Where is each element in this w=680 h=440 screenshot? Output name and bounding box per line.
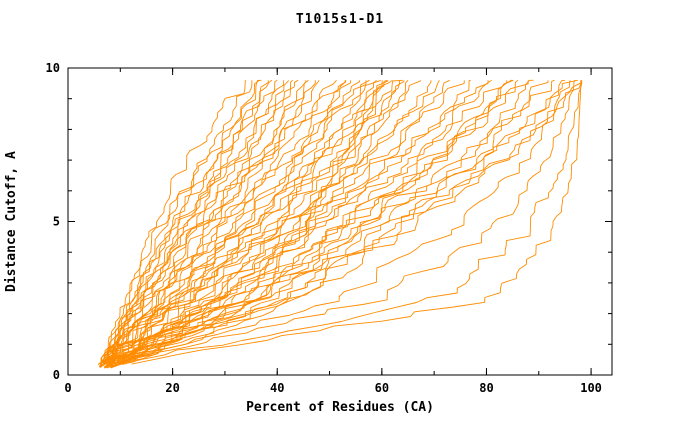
model-curve [100,80,352,364]
model-curve [119,79,450,364]
model-curve [97,79,246,366]
x-tick-label: 20 [165,381,179,395]
model-curve [98,80,381,367]
model-curve [109,80,383,368]
model-curve [104,80,405,368]
model-curve [110,80,465,365]
model-curve [105,79,370,367]
chart-title: T1015s1-D1 [295,12,385,27]
model-curve [111,79,492,368]
model-curve [115,79,565,367]
model-curve [98,80,347,368]
x-tick-label: 0 [64,381,71,395]
model-curve [101,79,262,367]
model-curve [107,80,508,369]
model-curve [101,80,289,367]
model-curve [107,80,571,364]
model-curve [103,80,367,366]
model-curve [122,79,514,365]
model-curve [100,79,299,368]
model-curve [120,80,549,364]
x-tick-label: 40 [270,381,284,395]
model-curve [103,80,489,365]
model-curve [122,80,583,365]
model-curve [111,79,513,367]
model-curve [116,80,582,364]
model-curve [110,79,555,368]
model-curve [106,80,422,367]
tick-labels: 0 20 40 60 80 100 0 5 10 [46,61,602,395]
model-curve [98,79,393,364]
model-curve [103,80,307,368]
model-curve [125,79,578,365]
model-curve [101,80,389,367]
model-curve [131,80,582,365]
model-curve [116,79,409,364]
model-curve [107,79,337,366]
model-curve [99,79,278,368]
model-curve [106,80,269,369]
model-curve [106,80,440,369]
model-curve [114,79,534,366]
model-curve [99,79,309,365]
model-curve [109,79,576,367]
model-curve [104,80,316,365]
axis-ticks [67,67,612,376]
model-curve [99,79,403,367]
model-curve [104,79,377,369]
x-tick-label: 100 [580,381,602,395]
x-axis-label: Percent of Residues (CA) [246,400,434,415]
x-tick-label: 60 [375,381,389,395]
y-tick-label: 10 [46,61,60,75]
y-tick-label: 0 [53,368,60,382]
model-curves [97,79,583,369]
model-curve [103,80,361,368]
model-curve [107,80,529,365]
model-curve [115,79,519,364]
y-tick-label: 5 [53,215,60,229]
x-tick-label: 80 [479,381,493,395]
model-curve [110,79,471,367]
